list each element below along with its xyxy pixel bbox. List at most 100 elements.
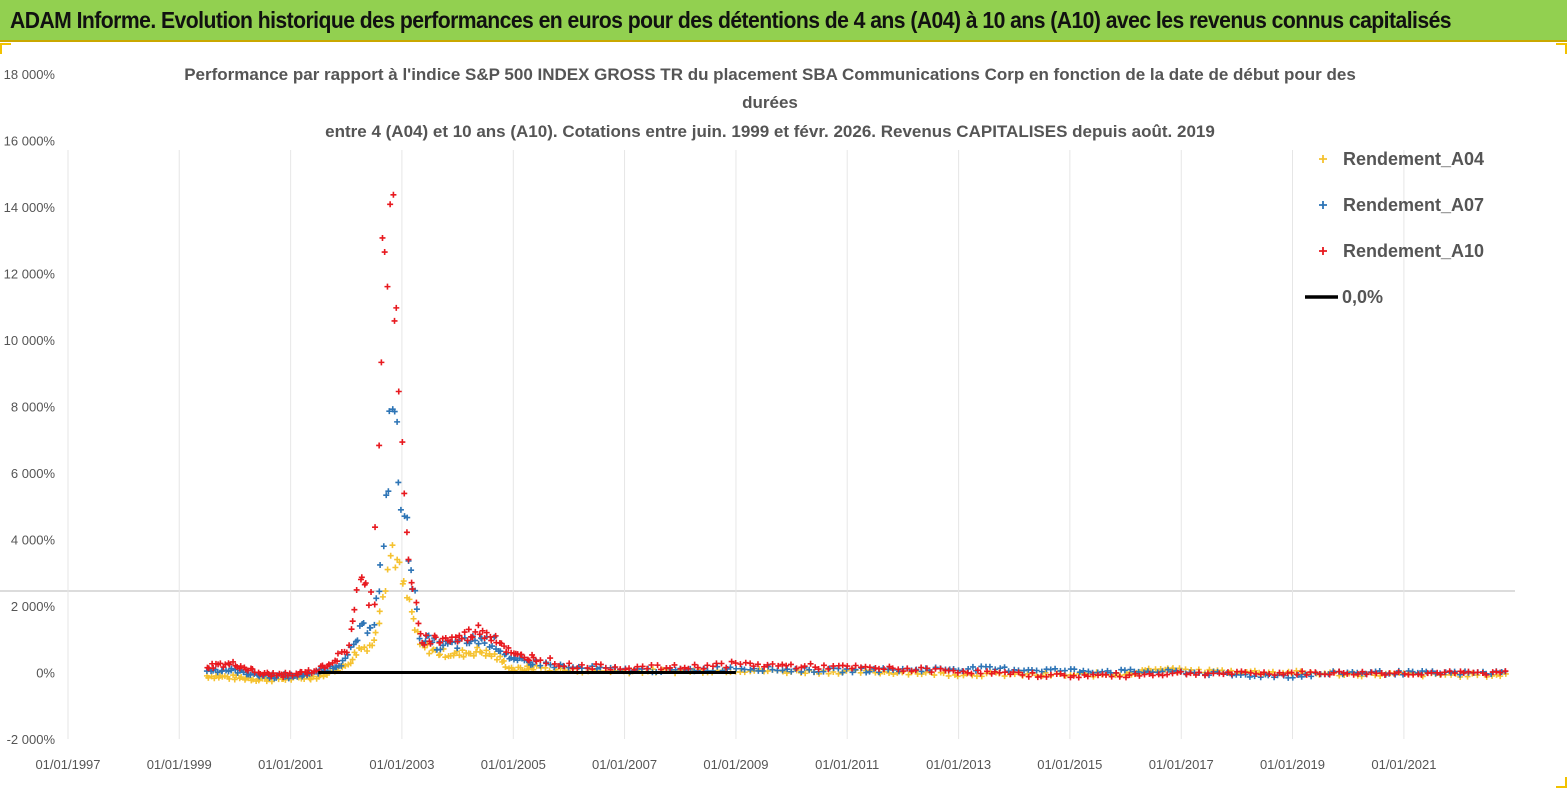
data-point [250,676,257,683]
data-point [310,673,317,680]
data-point [497,653,504,660]
data-point [365,602,372,609]
data-point [437,646,444,653]
data-point [1174,669,1181,676]
data-point [612,663,619,670]
data-point [1121,667,1128,674]
data-point [747,666,754,673]
data-point [469,634,476,641]
data-point [667,664,674,671]
data-point [392,564,399,571]
data-point [1299,668,1306,675]
data-point [372,524,379,531]
data-point [945,672,952,679]
data-point [1043,673,1050,680]
data-point [395,479,402,486]
data-point [247,671,254,678]
data-point [369,642,376,649]
data-point [354,637,361,644]
data-point [417,630,424,637]
data-point [426,650,433,657]
data-point [969,663,976,670]
data-point [376,442,383,449]
data-point [467,650,474,657]
data-point [1216,670,1223,677]
data-point [268,678,275,685]
data-point [1363,671,1370,678]
data-point [461,629,468,636]
data-point [806,666,813,673]
x-tick-label: 01/01/2013 [926,757,991,772]
data-point [754,661,761,668]
data-point [991,668,998,675]
data-point [769,661,776,668]
data-point [996,669,1003,676]
data-point [524,656,531,663]
data-point [1081,671,1088,678]
data-point [1183,671,1190,678]
data-point [671,661,678,668]
data-point [458,635,465,642]
data-point [784,666,791,673]
data-point [1418,671,1425,678]
data-point [1340,669,1347,676]
data-point [1038,673,1045,680]
data-point [1116,673,1123,680]
data-point [289,672,296,679]
data-point [1457,668,1464,675]
data-point [1080,667,1087,674]
data-point [950,667,957,674]
data-point [820,662,827,669]
data-point [974,667,981,674]
data-point [381,249,388,256]
x-tick-label: 01/01/2021 [1371,757,1436,772]
series-rendement-a10 [204,191,1509,681]
data-point [1251,667,1258,674]
data-point [1033,667,1040,674]
x-tick-label: 01/01/2017 [1149,757,1214,772]
data-point [788,668,795,675]
data-point [1176,665,1183,672]
data-point [1029,669,1036,676]
data-point [1127,666,1134,673]
data-point [1391,670,1398,677]
data-point [226,661,233,668]
legend-label: 0,0% [1342,287,1383,307]
data-point [1441,669,1448,676]
data-point [801,663,808,670]
data-point [677,665,684,672]
data-point [409,585,416,592]
data-point [367,624,374,631]
data-point [839,669,846,676]
data-point [390,191,397,198]
data-point [395,388,402,395]
data-point [713,660,720,667]
x-tick-label: 01/01/2009 [703,757,768,772]
data-point [405,556,412,563]
data-point [358,574,365,581]
data-point [1437,671,1444,678]
data-point [889,665,896,672]
data-point [505,644,512,651]
data-point [280,674,287,681]
x-tick-label: 01/01/1999 [147,757,212,772]
data-point [508,664,515,671]
data-point [1307,669,1314,676]
data-point [396,559,403,566]
data-point [1104,667,1111,674]
y-tick-label: 4 000% [11,533,56,548]
data-point [230,658,237,665]
data-point [228,665,235,672]
data-point [1155,671,1162,678]
data-point [384,283,391,290]
data-point [479,627,486,634]
data-point [349,656,356,663]
x-tick-label: 01/01/2011 [815,757,879,772]
data-point [880,666,887,673]
data-point [460,653,467,660]
data-point [1122,674,1129,681]
data-point [1368,669,1375,676]
data-point [723,664,730,671]
data-point [1025,673,1032,680]
